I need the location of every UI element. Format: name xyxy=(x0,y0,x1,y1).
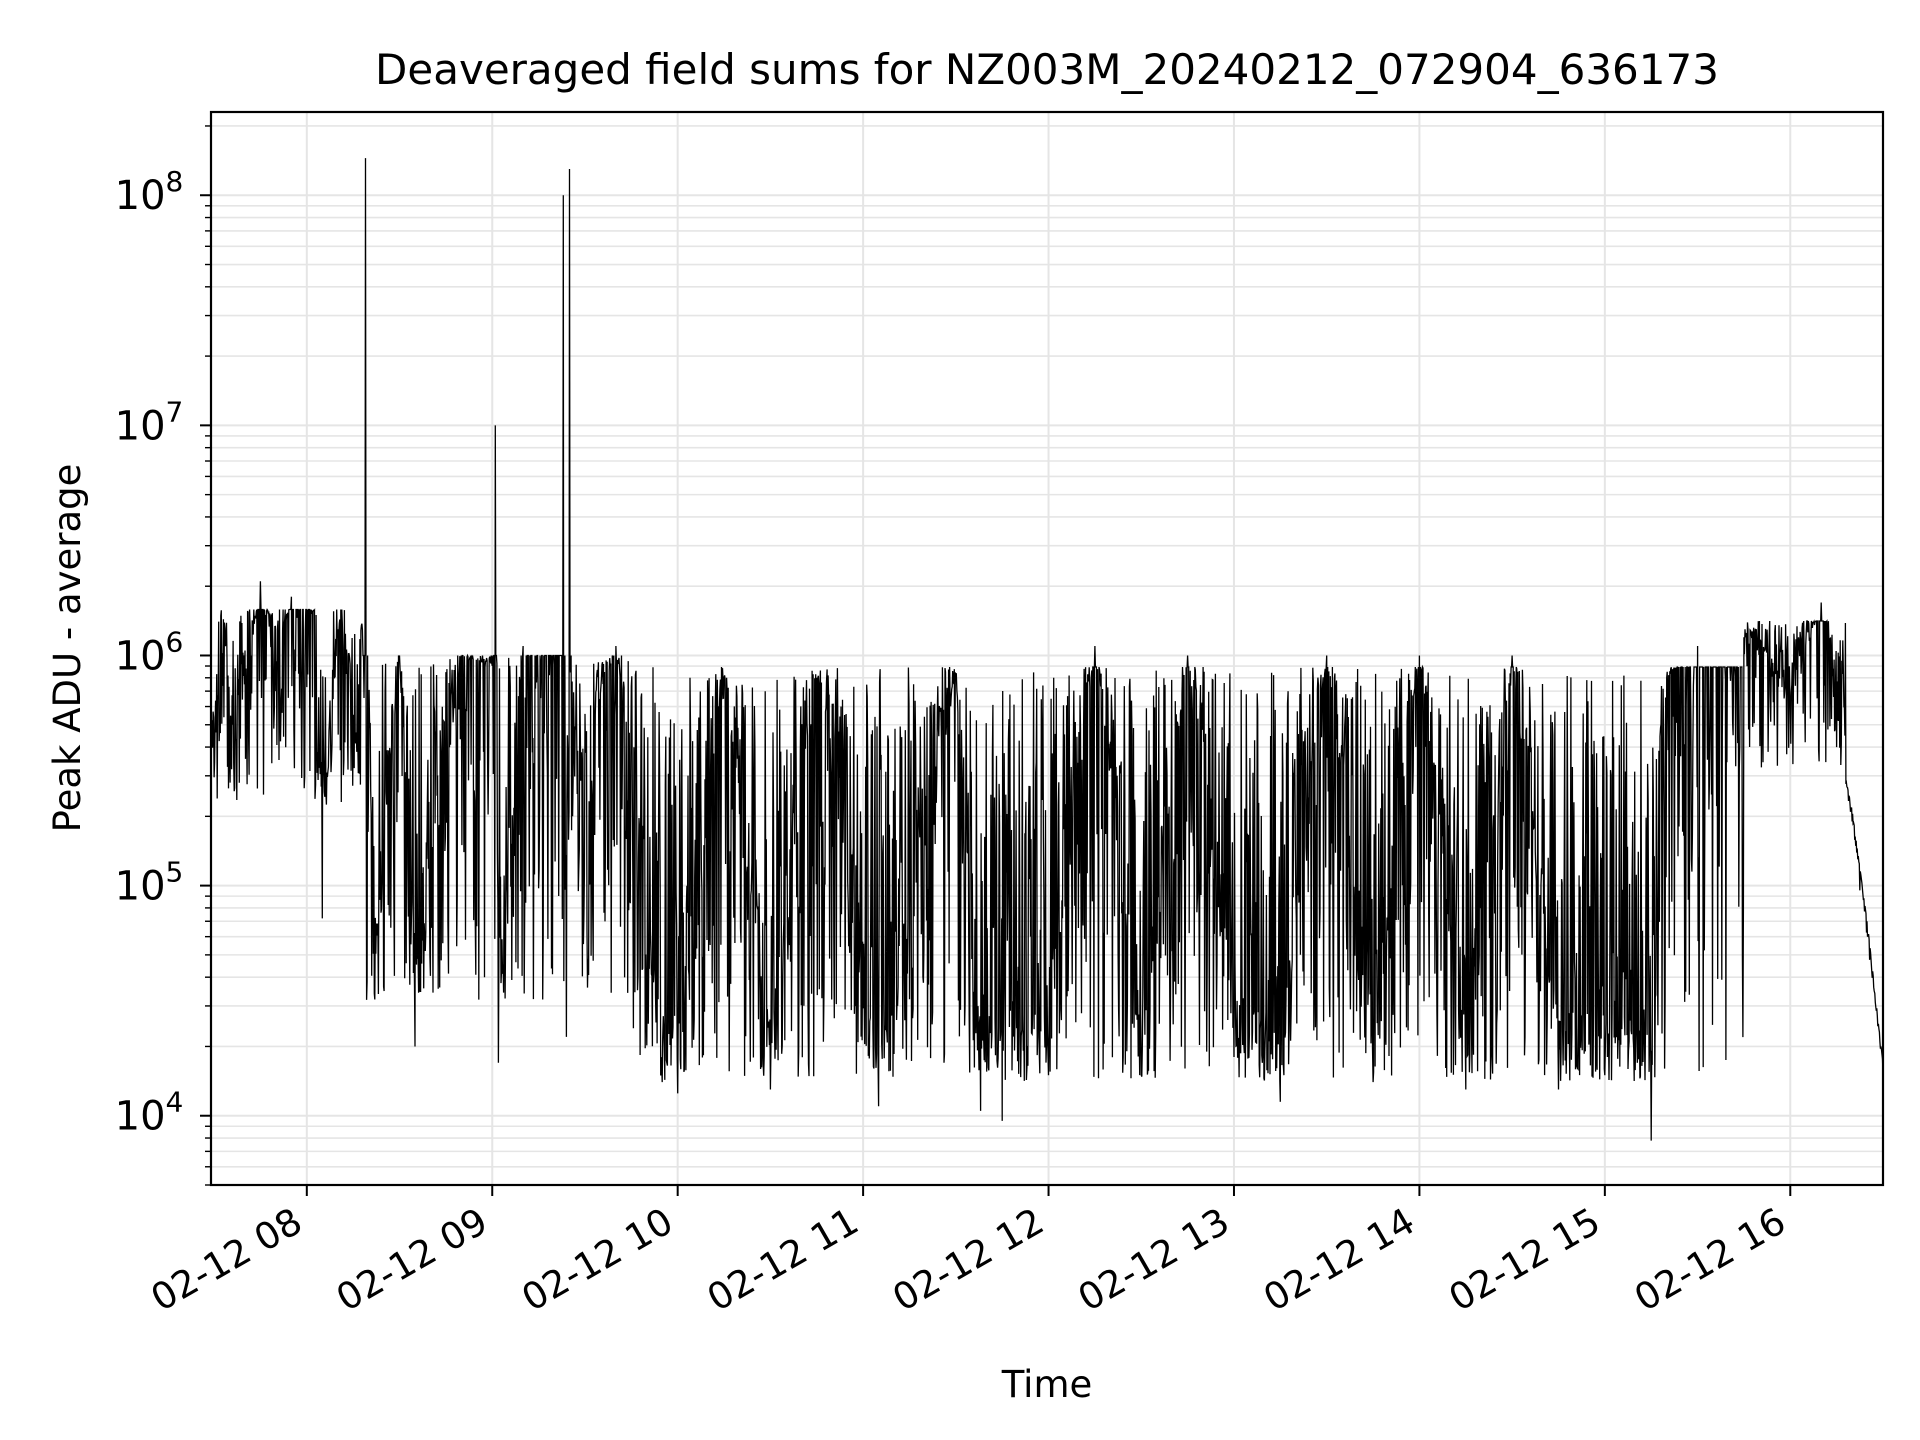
y-tick-label: 104 xyxy=(115,1086,184,1140)
x-axis-label: Time xyxy=(1001,1363,1093,1406)
data-line xyxy=(211,158,1883,1141)
y-tick-label: 105 xyxy=(115,856,184,910)
series-line xyxy=(211,158,1883,1141)
y-tick-label: 106 xyxy=(115,625,184,679)
y-tick-label: 107 xyxy=(115,395,184,449)
chart-title: Deaveraged field sums for NZ003M_2024021… xyxy=(375,45,1719,94)
y-axis: 104 105 106 107 108 xyxy=(115,125,211,1186)
plot-frame xyxy=(209,110,1885,1187)
y-tick-label: 108 xyxy=(115,165,184,219)
y-axis-label: Peak ADU - average xyxy=(46,464,89,833)
